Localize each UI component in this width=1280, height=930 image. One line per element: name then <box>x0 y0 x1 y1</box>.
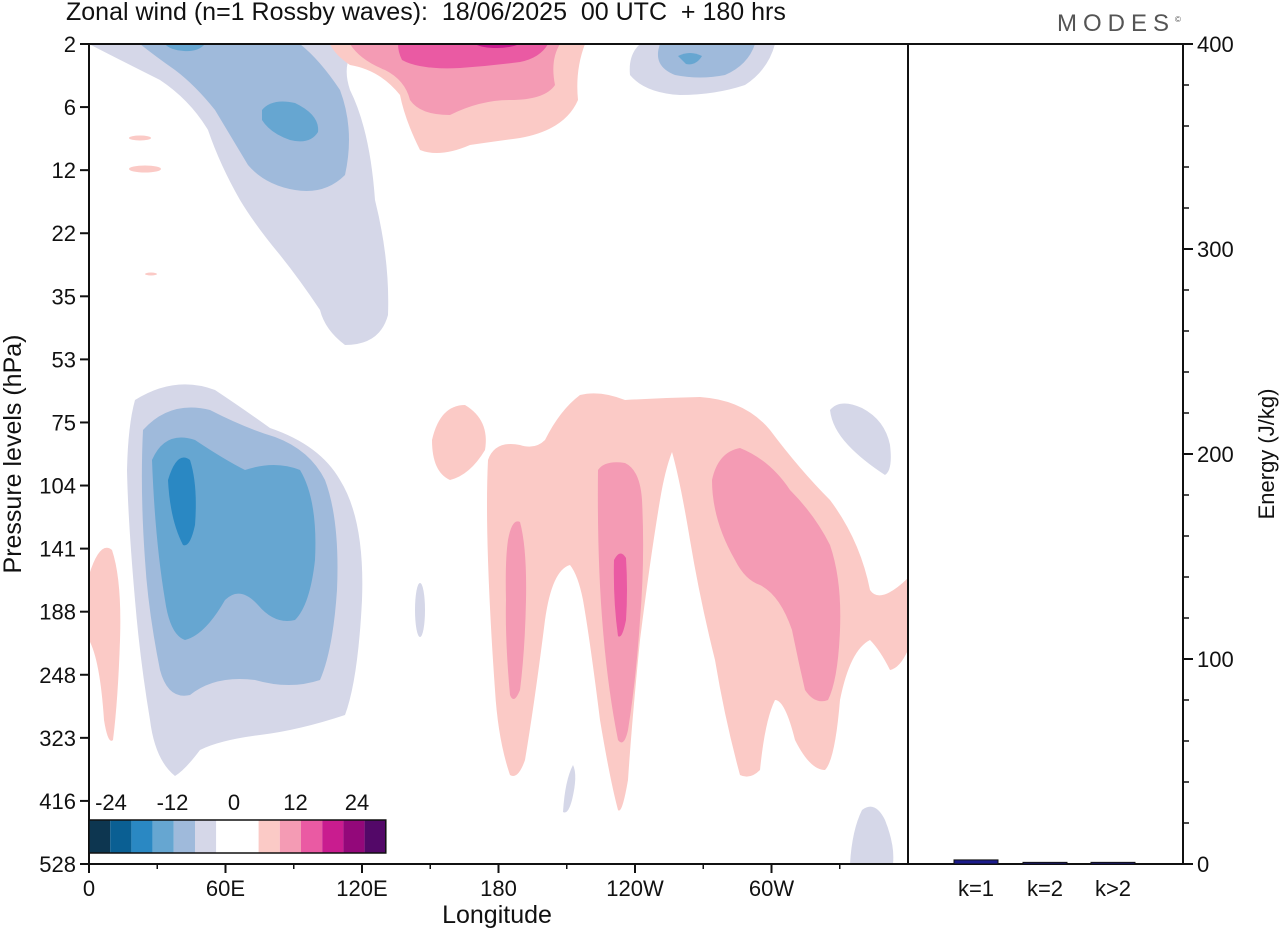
colorbar-label: -12 <box>157 790 189 815</box>
brand-mark: © <box>1175 15 1181 24</box>
energy-bar <box>953 859 999 865</box>
contour-pos-strong <box>398 44 548 69</box>
energy-bars: k=1 k=2 k>2 <box>953 859 1136 901</box>
y-tick-label: 248 <box>39 663 76 688</box>
contour-neg-strong <box>678 53 702 65</box>
energy-tick-label: 400 <box>1197 32 1234 57</box>
colorbar-swatch <box>279 820 301 853</box>
colorbar-swatch <box>216 820 238 853</box>
colorbar-swatch <box>195 820 217 853</box>
energy-category-label: k=2 <box>1027 876 1063 901</box>
y-tick-label: 75 <box>52 410 76 435</box>
x-tick-label: 60W <box>749 876 794 901</box>
contour-pos-speck <box>89 547 121 741</box>
energy-axis-label: Energy (J/kg) <box>1254 389 1279 520</box>
colorbar-label: 0 <box>228 790 240 815</box>
y-axis: 2 6 12 22 35 53 75 104 141 188 248 323 416 528 <box>39 32 89 877</box>
y-tick-label: 141 <box>39 537 76 562</box>
y-tick-label: 22 <box>52 221 76 246</box>
contour-pos-light <box>487 393 908 811</box>
contour-pos-mid <box>712 448 841 702</box>
colorbar-swatch <box>173 820 195 853</box>
contour-neg-strong <box>262 101 319 142</box>
y-tick-label: 35 <box>52 284 76 309</box>
energy-tick-label: 300 <box>1197 237 1234 262</box>
contour-pos-mid <box>505 521 527 699</box>
colorbar-swatch <box>343 820 365 853</box>
brand-logo: MODES© <box>1057 10 1181 38</box>
y-tick-label: 528 <box>39 852 76 877</box>
contour-pos-strong <box>613 553 627 637</box>
contour-pos-speck <box>432 405 486 480</box>
energy-bar <box>1022 861 1068 865</box>
x-axis-label: Longitude <box>442 901 552 929</box>
energy-axis: 0 100 200 300 400 <box>1183 32 1234 877</box>
x-tick-label: 180 <box>480 876 517 901</box>
y-tick-label: 2 <box>64 32 76 57</box>
colorbar-swatch <box>258 820 280 853</box>
energy-tick-label: 0 <box>1197 852 1209 877</box>
y-tick-label: 104 <box>39 474 76 499</box>
x-tick-label: 60E <box>206 876 245 901</box>
colorbar <box>88 819 387 854</box>
chart-title: Zonal wind (n=1 Rossby waves): 18/06/202… <box>66 0 786 26</box>
colorbar-swatch <box>89 820 111 853</box>
contour-pos-speck <box>129 135 151 141</box>
brand-name: MODES <box>1057 10 1176 37</box>
colorbar-swatch <box>301 820 323 853</box>
energy-category-label: k=1 <box>958 876 994 901</box>
contour-neg-deep <box>168 457 196 546</box>
contour-neg-mid <box>657 44 755 78</box>
y-tick-label: 188 <box>39 600 76 625</box>
energy-category-label: k>2 <box>1095 876 1131 901</box>
y-tick-label: 53 <box>52 347 76 372</box>
x-tick-label: 120E <box>336 876 387 901</box>
colorbar-label: 12 <box>283 790 307 815</box>
contour-pos-speck <box>129 165 161 173</box>
contour-pos-speck <box>145 272 157 276</box>
energy-bar <box>1090 861 1136 865</box>
y-tick-label: 416 <box>39 789 76 814</box>
y-tick-label: 6 <box>64 95 76 120</box>
contour-neg-speck <box>850 806 894 864</box>
colorbar-swatch <box>131 820 153 853</box>
colorbar-swatch <box>322 820 344 853</box>
contour-field <box>89 44 908 864</box>
colorbar-swatch <box>237 820 259 853</box>
y-tick-label: 12 <box>52 158 76 183</box>
colorbar-label: 24 <box>345 790 369 815</box>
contour-neg-mid <box>140 44 349 191</box>
colorbar-frame <box>88 819 387 854</box>
x-axis: 0 60E 120E 180 120W 60W <box>83 864 841 901</box>
y-tick-label: 323 <box>39 726 76 751</box>
contour-neg-speck <box>415 583 425 637</box>
colorbar-label: -24 <box>95 790 127 815</box>
contour-neg-strong <box>165 44 205 52</box>
contour-neg-speck <box>563 765 576 813</box>
colorbar-labels: -24 -12 0 12 24 <box>95 790 369 815</box>
x-tick-label: 120W <box>606 876 664 901</box>
energy-tick-label: 100 <box>1197 647 1234 672</box>
colorbar-swatch <box>110 820 132 853</box>
x-tick-label: 0 <box>83 876 95 901</box>
y-axis-label: Pressure levels (hPa) <box>0 335 27 574</box>
colorbar-swatch <box>152 820 174 853</box>
contour-neg-speck <box>830 403 891 475</box>
colorbar-swatch <box>364 820 386 853</box>
energy-tick-label: 200 <box>1197 442 1234 467</box>
